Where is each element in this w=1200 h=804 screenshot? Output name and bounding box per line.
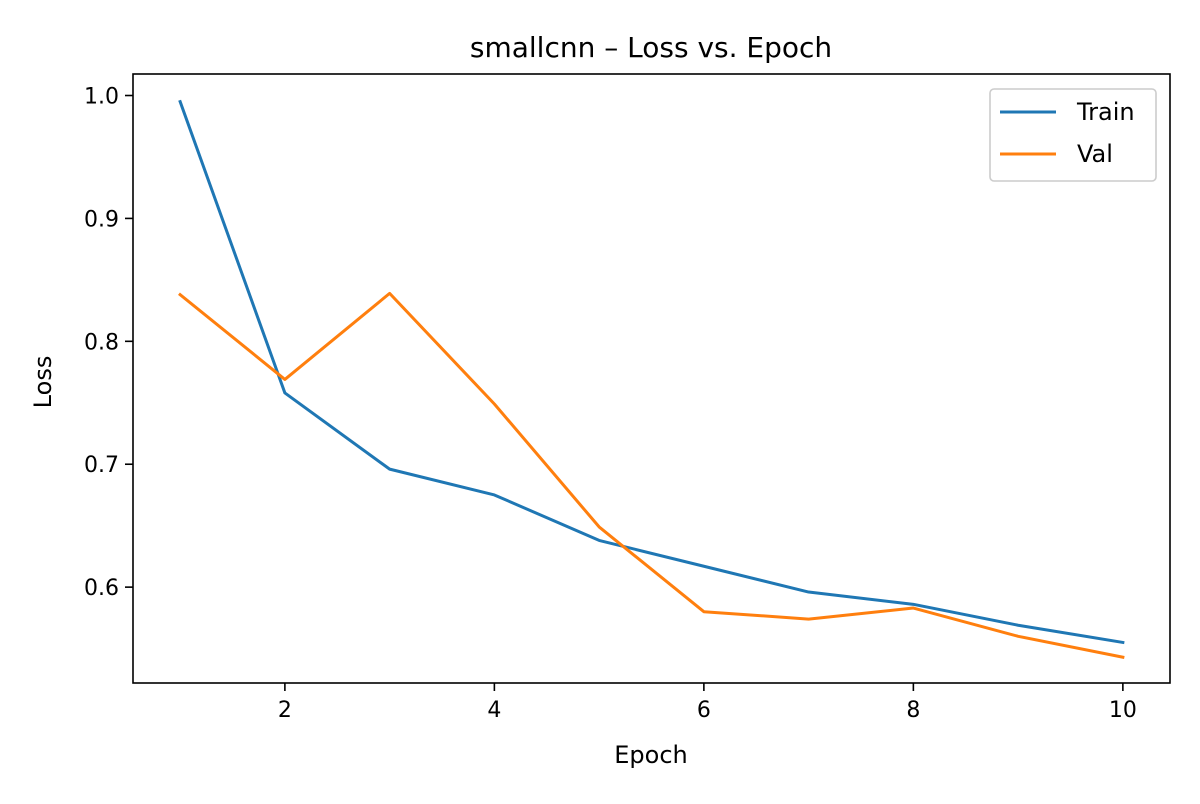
y-tick-label: 0.8	[84, 330, 119, 355]
series-lines	[178, 99, 1125, 659]
y-tick-label: 1.0	[84, 85, 119, 110]
x-axis-label: Epoch	[614, 741, 688, 769]
series-line-train	[178, 99, 1125, 645]
x-tick-label: 6	[697, 698, 711, 723]
y-tick-label: 0.6	[84, 576, 119, 601]
x-tick-label: 2	[278, 698, 292, 723]
axis-ticks: 2 4 6 8 10 0.6 0.7 0.8 0.9 1.0	[84, 85, 1137, 723]
y-axis-label: Loss	[29, 356, 57, 409]
chart-title: smallcnn – Loss vs. Epoch	[470, 31, 832, 64]
legend-label-train: Train	[1076, 98, 1135, 126]
y-tick-label: 0.7	[84, 453, 119, 478]
legend: Train Val	[989, 88, 1157, 182]
y-tick-label: 0.9	[84, 207, 119, 232]
x-tick-label: 4	[487, 698, 501, 723]
x-tick-label: 8	[906, 698, 920, 723]
legend-label-val: Val	[1077, 140, 1113, 168]
x-tick-label: 10	[1109, 698, 1137, 723]
series-line-val	[178, 291, 1125, 659]
plot-frame	[132, 73, 1171, 684]
